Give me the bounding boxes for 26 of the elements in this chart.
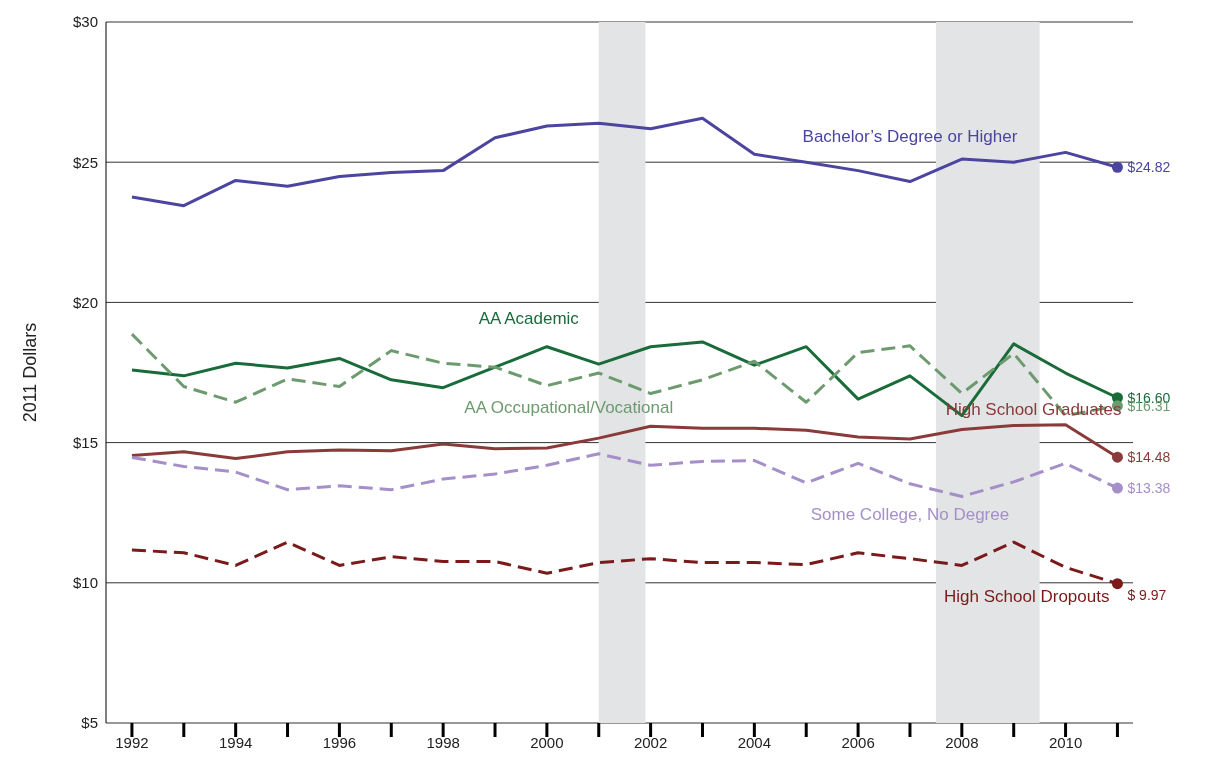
- y-tick-label: $15: [72, 433, 98, 451]
- y-axis-title: 2011 Dollars: [20, 322, 41, 423]
- data-label: $24.82: [1127, 159, 1171, 176]
- x-tick-label: 2004: [737, 733, 772, 751]
- y-tick-label: $30: [72, 13, 98, 31]
- series-label: High School Dropouts: [944, 586, 1110, 606]
- series-label: Some College, No Degree: [810, 504, 1010, 524]
- x-tick-label: 2000: [530, 733, 564, 751]
- series-label: AA Occupational/Vocational: [464, 398, 674, 418]
- data-label: $ 9.97: [1127, 586, 1167, 603]
- y-tick-label: $25: [72, 153, 98, 171]
- x-tick-label: 2002: [633, 733, 668, 751]
- y-tick-label: $20: [72, 293, 98, 311]
- x-tick-label: 1992: [115, 733, 149, 751]
- x-tick-label: 1998: [426, 733, 460, 751]
- x-tick-label: 2006: [841, 733, 875, 751]
- x-tick-label: 2008: [945, 733, 979, 751]
- data-label: $14.48: [1127, 449, 1171, 466]
- y-tick-label: $10: [72, 574, 98, 592]
- x-tick-label: 2010: [1048, 733, 1083, 751]
- x-tick-label: 1994: [218, 733, 253, 751]
- data-label: $13.38: [1127, 480, 1171, 497]
- y-tick-label: $5: [81, 714, 98, 732]
- x-tick-label: 1996: [322, 733, 357, 751]
- series-label: AA Academic: [478, 309, 580, 329]
- series-label: Bachelor’s Degree or Higher: [802, 126, 1018, 146]
